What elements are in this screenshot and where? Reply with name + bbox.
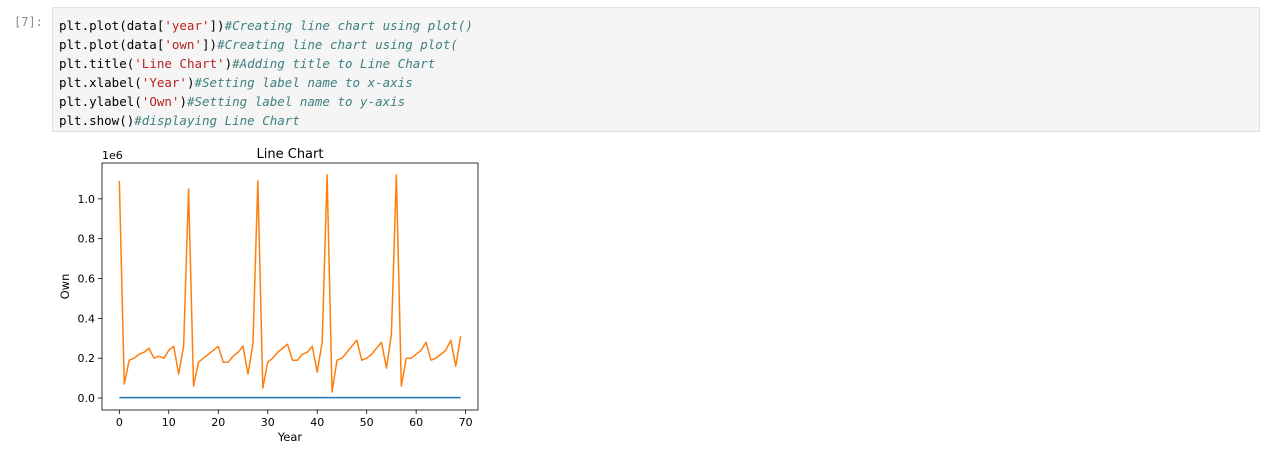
code-text: ]) [202, 37, 218, 52]
y-axis-label: Own [58, 274, 72, 300]
code-line: plt.plot(data['year'])#Creating line cha… [59, 16, 1253, 35]
code-text: plt.xlabel( [59, 75, 142, 90]
cell-prompt: [7]: [14, 15, 43, 29]
x-tick-label: 10 [162, 416, 176, 429]
code-comment: #displaying Line Chart [134, 113, 300, 128]
cell-output: 0 10 20 30 40 50 60 70 0.0 0.2 0.4 0.6 0.8 1.0 1e6 Line… [52, 140, 492, 452]
y-tick-label: 0.0 [78, 392, 96, 405]
code-text: ) [186, 75, 195, 90]
x-tick-label: 20 [211, 416, 225, 429]
code-comment: #Adding title to Line Chart [232, 56, 436, 71]
y-tick-label: 0.4 [78, 312, 96, 325]
code-text: ) [179, 94, 187, 109]
y-offset-label: 1e6 [102, 149, 123, 162]
code-string: 'own' [164, 37, 202, 52]
code-text: plt.ylabel( [59, 94, 142, 109]
chart-title: Line Chart [257, 147, 324, 162]
x-tick-label: 70 [459, 416, 473, 429]
code-string: 'Own' [141, 94, 180, 109]
code-editor[interactable]: plt.plot(data['year'])#Creating line cha… [52, 7, 1260, 132]
code-line: plt.ylabel('Own')#Setting label name to … [59, 92, 1253, 111]
code-comment: #Creating line chart using plot() [224, 18, 473, 33]
code-string: 'Year' [141, 75, 187, 90]
x-tick-label: 40 [310, 416, 324, 429]
line-chart: 0 10 20 30 40 50 60 70 0.0 0.2 0.4 0.6 0.8 1.0 1e6 Line… [58, 147, 479, 444]
code-string: 'year' [164, 18, 210, 33]
code-text: plt.title( [59, 56, 135, 71]
code-line: plt.title('Line Chart')#Adding title to … [59, 54, 1253, 73]
code-line: plt.show()#displaying Line Chart [59, 111, 1253, 130]
code-text: ]) [209, 18, 225, 33]
x-tick-label: 60 [409, 416, 423, 429]
code-text: ) [224, 56, 233, 71]
y-tick-label: 0.2 [78, 352, 96, 365]
code-comment: #Setting label name to y-axis [186, 94, 406, 109]
code-comment: #Creating line chart using plot( [217, 37, 458, 52]
x-tick-label: 50 [360, 416, 374, 429]
x-tick-label: 0 [116, 416, 123, 429]
plot-frame [101, 162, 479, 411]
y-tick-label: 0.6 [78, 273, 96, 286]
code-string: 'Line Chart' [134, 56, 225, 71]
x-tick-label: 30 [261, 416, 275, 429]
code-comment: #Setting label name to x-axis [194, 75, 413, 90]
x-axis-label: Year [277, 430, 303, 444]
code-text: plt.plot(data[ [59, 37, 165, 52]
code-line: plt.plot(data['own'])#Creating line char… [59, 35, 1253, 54]
code-text: plt.plot(data[ [59, 18, 165, 33]
y-tick-label: 0.8 [78, 233, 96, 246]
code-line: plt.xlabel('Year')#Setting label name to… [59, 73, 1253, 92]
series-line [118, 174, 462, 393]
code-text: plt.show() [59, 113, 135, 128]
y-tick-label: 1.0 [78, 193, 96, 206]
